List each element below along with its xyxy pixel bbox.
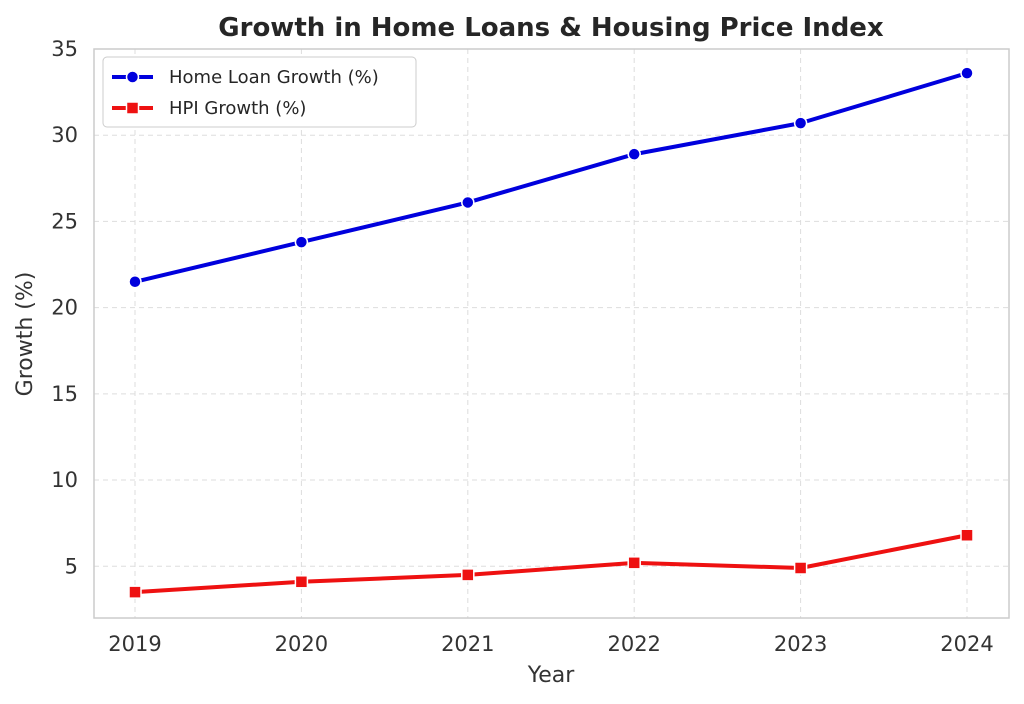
data-point: [627, 147, 641, 161]
x-axis-label: Year: [527, 663, 576, 688]
series-line: [133, 71, 969, 284]
y-tick-label: 30: [51, 123, 78, 147]
x-tick-label: 2021: [441, 632, 494, 656]
legend-items: Home Loan Growth (%) HPI Growth (%): [112, 67, 379, 119]
x-tick-label: 2023: [774, 632, 827, 656]
legend-label: HPI Growth (%): [169, 98, 306, 119]
series-layer: [128, 66, 974, 599]
y-tick-label: 25: [51, 209, 78, 233]
x-tick-label: 2022: [607, 632, 660, 656]
x-tick-label: 2019: [108, 632, 161, 656]
chart-title: Growth in Home Loans & Housing Price Ind…: [218, 13, 884, 43]
series-line: [133, 533, 969, 595]
data-point: [461, 195, 475, 210]
data-point: [960, 528, 974, 542]
data-point: [461, 568, 475, 582]
tick-layer: 5 10 15 20 25 30 35 2019 2020 2021 2022 2023 2024: [51, 37, 993, 656]
y-tick-label: 35: [51, 37, 78, 61]
plot-frame: [93, 48, 1010, 619]
legend: Home Loan Growth (%) HPI Growth (%): [102, 56, 417, 128]
data-point: [128, 585, 142, 599]
data-point: [793, 561, 808, 575]
legend-item: HPI Growth (%): [112, 98, 306, 119]
data-point: [128, 275, 142, 289]
data-point: [793, 116, 808, 130]
series-2: [128, 528, 974, 599]
x-tick-label: 2024: [940, 632, 993, 656]
data-point: [627, 556, 641, 570]
legend-marker: [125, 101, 140, 115]
legend-label: Home Loan Growth (%): [169, 67, 379, 88]
y-tick-label: 5: [65, 554, 78, 578]
data-point: [960, 66, 974, 80]
legend-item: Home Loan Growth (%): [112, 67, 379, 88]
y-tick-label: 15: [51, 382, 78, 406]
y-axis-label: Growth (%): [13, 272, 38, 397]
data-point: [294, 575, 309, 589]
y-tick-label: 20: [51, 296, 78, 320]
y-tick-label: 10: [51, 468, 78, 492]
legend-marker: [125, 70, 140, 84]
data-point: [294, 235, 309, 249]
legend-box: [102, 56, 417, 128]
series-1: [128, 66, 974, 289]
x-tick-label: 2020: [275, 632, 328, 656]
grid-layer: [94, 48, 1009, 618]
